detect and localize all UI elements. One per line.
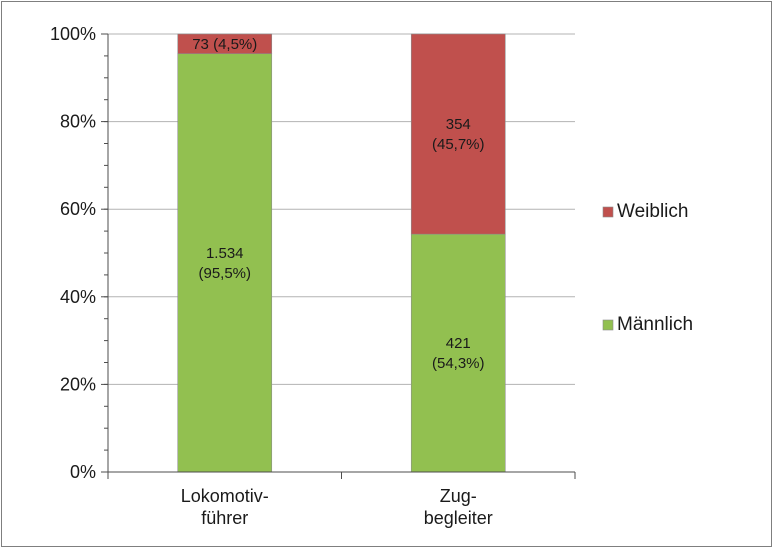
legend-swatch-männlich [602, 319, 614, 331]
x-category-label: Zug- [440, 486, 477, 506]
bar-segment-männlich [177, 53, 273, 473]
bar-segment-weiblich [410, 33, 506, 235]
data-label: (54,3%) [432, 355, 485, 372]
y-tick-label: 80% [60, 112, 96, 132]
data-label: 1.534 [206, 245, 244, 262]
y-tick-label: 60% [60, 199, 96, 219]
bar-segment-männlich [410, 233, 506, 473]
legend-swatch-weiblich [602, 206, 614, 218]
legend-label-weiblich: Weiblich [617, 201, 688, 222]
data-labels: 1.534 (95,5%) 73 (4,5%) 421 (54,3%) 354 (45,7%… [192, 36, 484, 372]
data-label: 421 [446, 335, 471, 352]
y-tick-label: 40% [60, 287, 96, 307]
axes: 0% 20% 40% 60% 80% 100% Lokomotiv-führer Zug-be… [50, 24, 576, 528]
legend-label-männlich: Männlich [617, 314, 693, 335]
data-label: 73 (4,5%) [192, 36, 257, 53]
data-label: (95,5%) [198, 265, 251, 282]
data-label: 354 [446, 116, 471, 133]
data-label: (45,7%) [432, 136, 485, 153]
x-category-label: Lokomotiv- [181, 486, 269, 506]
y-tick-label: 0% [70, 462, 96, 482]
x-category-label: begleiter [424, 508, 493, 528]
x-category-label: führer [201, 508, 248, 528]
bars [177, 33, 506, 473]
legend: Weiblich Männlich [602, 201, 693, 335]
y-tick-label: 100% [50, 24, 96, 44]
bar-segment-weiblich [177, 33, 273, 55]
y-tick-label: 20% [60, 374, 96, 394]
